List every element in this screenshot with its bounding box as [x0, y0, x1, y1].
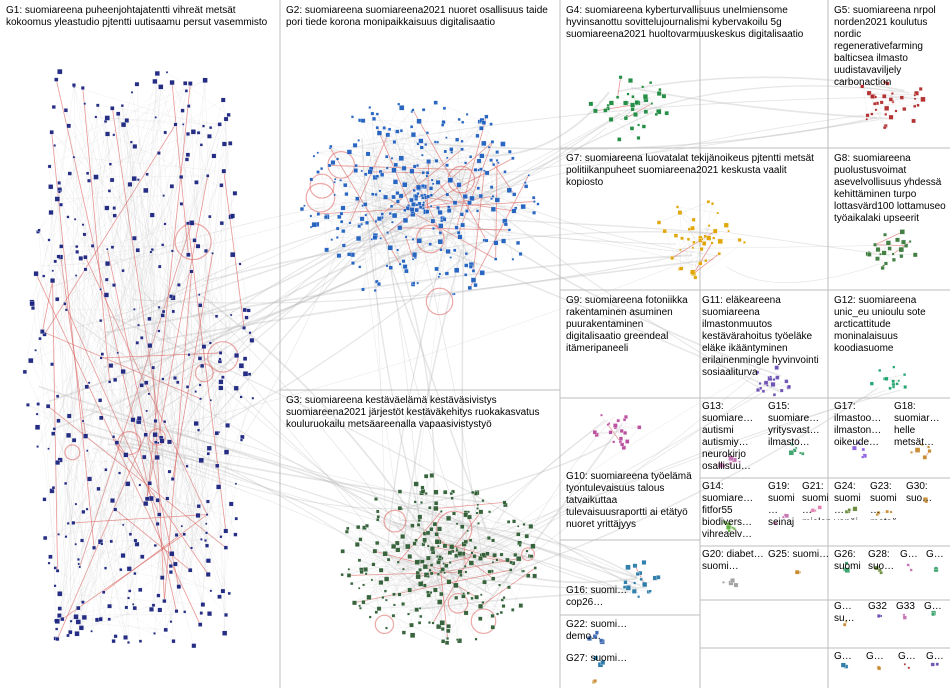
cluster-G28: [874, 566, 882, 574]
cluster-G…c: [843, 620, 847, 626]
cluster-G30: [923, 497, 928, 503]
clusters: [23, 69, 939, 683]
cluster-G14: [723, 521, 735, 533]
cluster-G2: [300, 101, 539, 315]
cluster-G18: [910, 444, 931, 460]
cluster-G…h: [931, 663, 939, 667]
cluster-G…g: [904, 663, 910, 669]
cluster-G8: [866, 229, 918, 269]
cluster-G…a: [907, 564, 913, 572]
cluster-G…e: [841, 663, 848, 669]
cluster-G26: [843, 562, 850, 573]
cluster-G33: [903, 614, 907, 620]
cluster-G22: [594, 656, 606, 667]
cluster-G27: [592, 679, 597, 683]
cluster-G12: [870, 366, 907, 390]
cluster-G32: [877, 614, 882, 617]
network-canvas: [0, 0, 950, 688]
cluster-G13: [718, 455, 740, 468]
cluster-G3: [341, 473, 537, 645]
cluster-G21: [810, 506, 822, 513]
cluster-G11: [756, 366, 791, 397]
cluster-G20: [722, 578, 738, 587]
cluster-G15: [789, 443, 804, 455]
cluster-G24: [845, 507, 857, 514]
cluster-G25: [795, 570, 801, 574]
cluster-G16: [587, 631, 604, 644]
cluster-G19: [774, 514, 789, 525]
cluster-G…b: [934, 567, 939, 572]
cluster-G…d: [931, 611, 936, 616]
cluster-G…f: [877, 666, 881, 670]
cluster-G17: [852, 441, 866, 458]
cluster-G23: [876, 510, 892, 516]
